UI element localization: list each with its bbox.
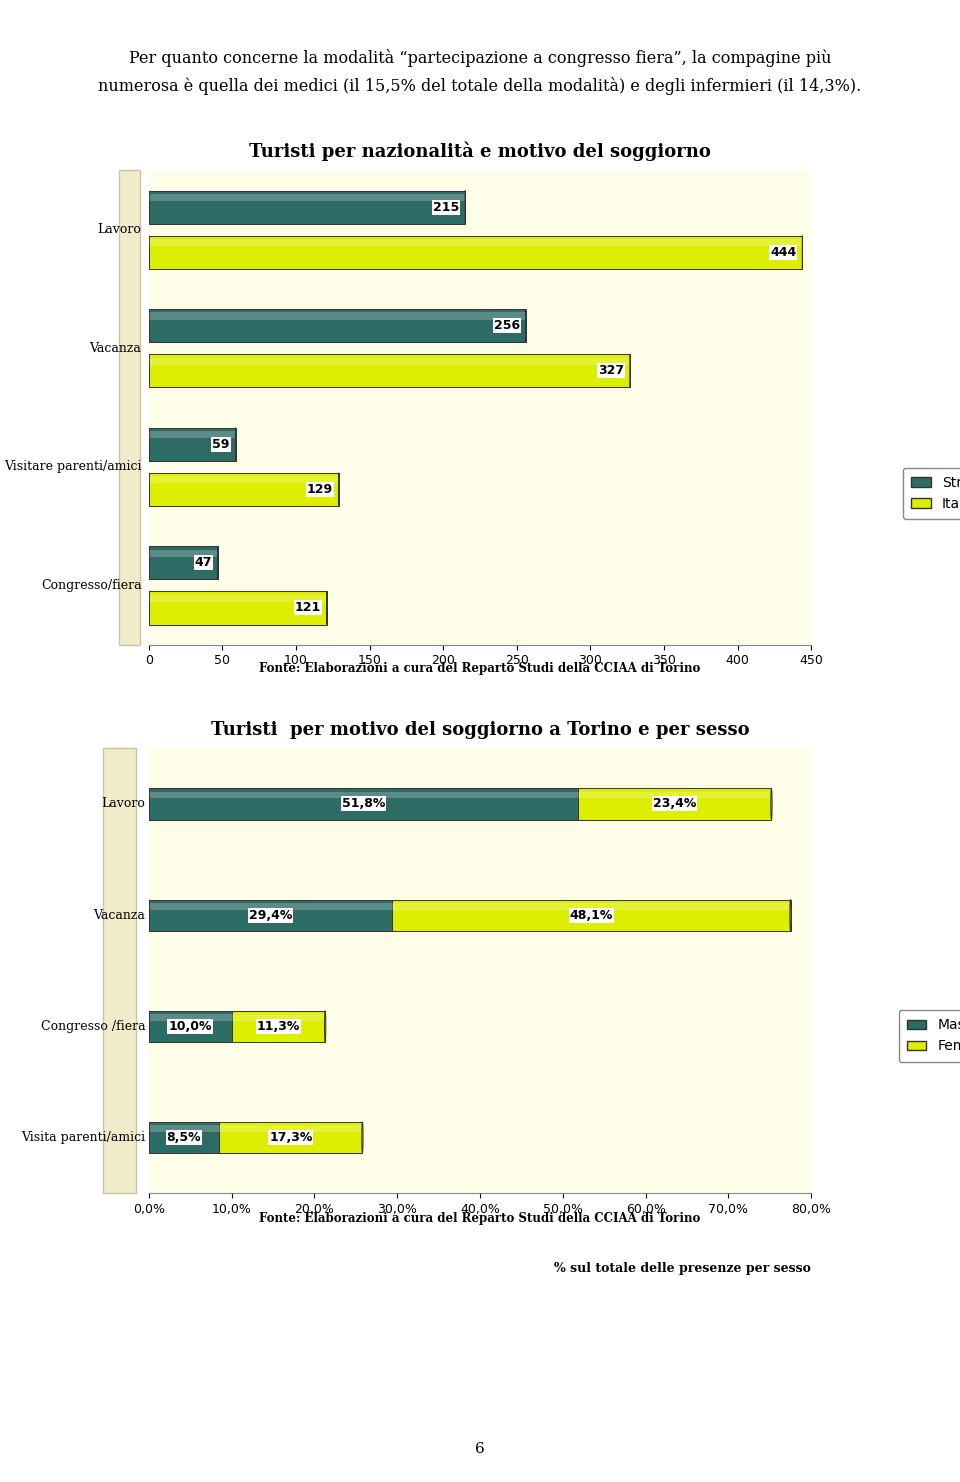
Text: 215: 215 bbox=[433, 200, 460, 213]
Title: Turisti  per motivo del soggiorno a Torino e per sesso: Turisti per motivo del soggiorno a Torin… bbox=[210, 720, 750, 738]
Bar bbox=[149, 354, 630, 387]
Bar bbox=[149, 591, 327, 624]
Bar bbox=[149, 357, 630, 365]
Text: 6: 6 bbox=[475, 1442, 485, 1457]
Text: 51,8%: 51,8% bbox=[342, 797, 385, 811]
Ellipse shape bbox=[148, 1122, 150, 1153]
Ellipse shape bbox=[771, 788, 772, 820]
Bar bbox=[149, 791, 578, 799]
Bar bbox=[149, 550, 218, 557]
Bar bbox=[149, 1122, 219, 1153]
Text: 11,3%: 11,3% bbox=[256, 1020, 300, 1033]
Text: Per quanto concerne la modalità “partecipazione a congresso fiera”, la compagine: Per quanto concerne la modalità “parteci… bbox=[129, 49, 831, 67]
Text: Vacanza: Vacanza bbox=[94, 908, 146, 922]
Text: Visita parenti/amici: Visita parenti/amici bbox=[21, 1131, 146, 1144]
Bar bbox=[231, 1014, 325, 1021]
Text: 17,3%: 17,3% bbox=[269, 1131, 313, 1144]
Text: 444: 444 bbox=[770, 246, 797, 259]
Text: Congresso /fiera: Congresso /fiera bbox=[41, 1020, 146, 1033]
Bar bbox=[119, 170, 140, 645]
Bar bbox=[104, 748, 136, 1193]
Text: 59: 59 bbox=[212, 437, 229, 451]
Text: 256: 256 bbox=[493, 319, 519, 332]
Ellipse shape bbox=[324, 1011, 325, 1042]
Ellipse shape bbox=[148, 900, 150, 931]
Bar bbox=[149, 473, 339, 505]
Bar bbox=[149, 1011, 231, 1042]
Text: 47: 47 bbox=[195, 556, 212, 569]
Bar bbox=[149, 1014, 231, 1021]
Bar bbox=[149, 428, 235, 461]
Bar bbox=[393, 900, 790, 931]
Title: Turisti per nazionalità e motivo del soggiorno: Turisti per nazionalità e motivo del sog… bbox=[249, 141, 711, 160]
Bar bbox=[393, 903, 790, 910]
Text: 23,4%: 23,4% bbox=[653, 797, 696, 811]
Ellipse shape bbox=[148, 1011, 150, 1042]
Text: Fonte: Elaborazioni a cura del Reparto Studi della CCIAA di Torino: Fonte: Elaborazioni a cura del Reparto S… bbox=[259, 662, 701, 676]
Bar bbox=[149, 310, 526, 342]
Text: 29,4%: 29,4% bbox=[249, 908, 292, 922]
Text: 8,5%: 8,5% bbox=[167, 1131, 202, 1144]
Bar bbox=[149, 900, 393, 931]
Bar bbox=[149, 191, 466, 224]
Bar bbox=[149, 547, 218, 579]
Text: numerosa è quella dei medici (il 15,5% del totale della modalità) e degli inferm: numerosa è quella dei medici (il 15,5% d… bbox=[98, 77, 862, 95]
Bar bbox=[149, 236, 803, 268]
Bar bbox=[149, 313, 526, 320]
Text: 48,1%: 48,1% bbox=[569, 908, 613, 922]
Bar bbox=[149, 1125, 219, 1132]
Text: Lavoro: Lavoro bbox=[98, 224, 141, 236]
Bar bbox=[231, 1011, 325, 1042]
Legend: Maschi, Femmine: Maschi, Femmine bbox=[899, 1009, 960, 1061]
Bar bbox=[578, 788, 772, 820]
Text: Congresso/fiera: Congresso/fiera bbox=[41, 579, 141, 591]
Legend: Stranieri, Italiani: Stranieri, Italiani bbox=[903, 467, 960, 519]
Bar bbox=[149, 239, 803, 246]
Bar bbox=[149, 594, 327, 602]
Bar bbox=[149, 903, 393, 910]
Text: 129: 129 bbox=[306, 483, 333, 496]
Text: Visitare parenti/amici: Visitare parenti/amici bbox=[4, 461, 141, 473]
Text: 121: 121 bbox=[295, 602, 321, 615]
Ellipse shape bbox=[790, 900, 791, 931]
Ellipse shape bbox=[148, 788, 150, 820]
Bar bbox=[149, 431, 235, 439]
Bar bbox=[578, 791, 772, 799]
Text: Fonte: Elaborazioni a cura del Reparto Studi della CCIAA di Torino: Fonte: Elaborazioni a cura del Reparto S… bbox=[259, 1212, 701, 1226]
Ellipse shape bbox=[362, 1122, 363, 1153]
Text: Vacanza: Vacanza bbox=[89, 342, 141, 354]
Bar bbox=[149, 476, 339, 483]
Bar bbox=[149, 194, 466, 202]
Text: 10,0%: 10,0% bbox=[168, 1020, 212, 1033]
Bar bbox=[149, 788, 578, 820]
Bar bbox=[219, 1125, 363, 1132]
Text: Lavoro: Lavoro bbox=[102, 797, 146, 811]
Text: 327: 327 bbox=[598, 365, 624, 378]
Text: % sul totale delle presenze per sesso: % sul totale delle presenze per sesso bbox=[554, 1263, 811, 1275]
Bar bbox=[219, 1122, 363, 1153]
